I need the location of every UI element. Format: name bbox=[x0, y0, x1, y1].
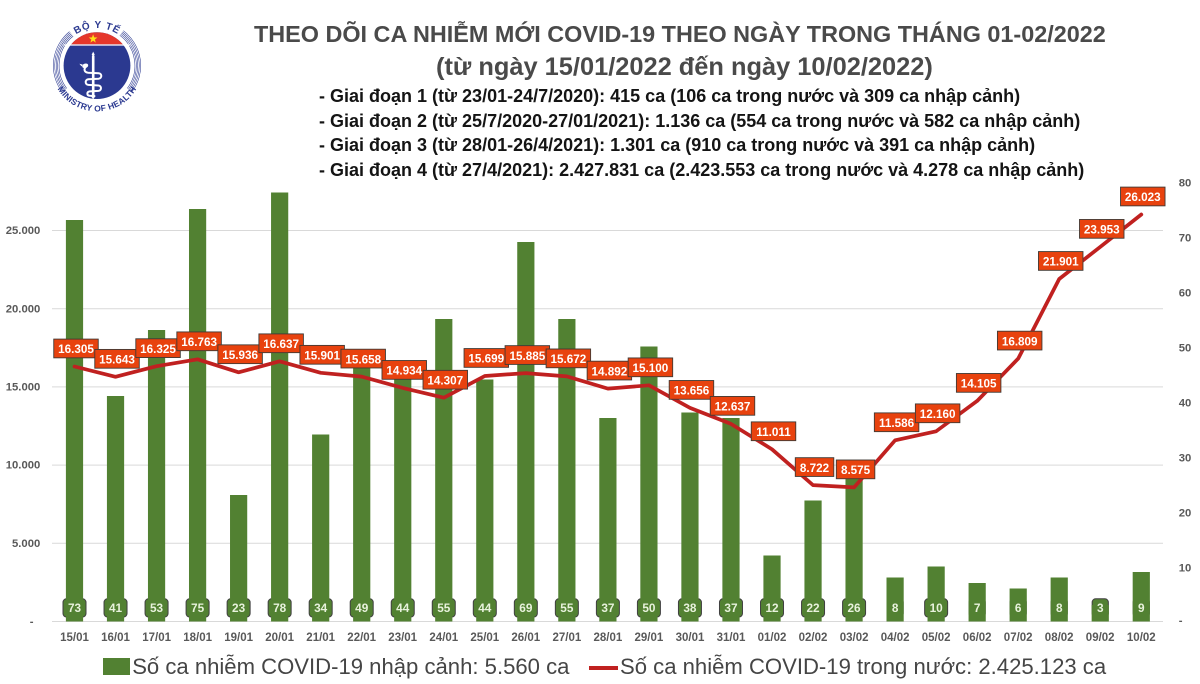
svg-text:20.000: 20.000 bbox=[6, 303, 41, 315]
svg-text:38: 38 bbox=[683, 601, 697, 615]
svg-text:17/01: 17/01 bbox=[142, 632, 171, 644]
svg-text:14.934: 14.934 bbox=[386, 365, 422, 378]
svg-text:8.575: 8.575 bbox=[841, 464, 871, 477]
svg-text:40: 40 bbox=[1179, 398, 1192, 410]
svg-text:24/01: 24/01 bbox=[429, 632, 458, 644]
svg-text:20/01: 20/01 bbox=[265, 632, 294, 644]
svg-text:15.672: 15.672 bbox=[550, 353, 586, 366]
svg-text:28/01: 28/01 bbox=[594, 632, 623, 644]
svg-text:06/02: 06/02 bbox=[963, 632, 992, 644]
svg-text:11.586: 11.586 bbox=[879, 417, 915, 430]
svg-text:13.656: 13.656 bbox=[674, 385, 710, 398]
svg-text:37: 37 bbox=[601, 601, 615, 615]
svg-text:16.305: 16.305 bbox=[58, 343, 94, 356]
svg-text:14.105: 14.105 bbox=[961, 378, 997, 391]
svg-text:18/01: 18/01 bbox=[183, 632, 212, 644]
svg-text:15.100: 15.100 bbox=[633, 362, 669, 375]
svg-text:16.637: 16.637 bbox=[263, 338, 299, 351]
svg-text:22: 22 bbox=[806, 601, 820, 615]
svg-text:50: 50 bbox=[642, 601, 656, 615]
svg-text:69: 69 bbox=[519, 601, 533, 615]
svg-text:44: 44 bbox=[396, 601, 410, 615]
svg-text:22/01: 22/01 bbox=[347, 632, 376, 644]
svg-text:16.763: 16.763 bbox=[181, 336, 217, 349]
svg-text:3: 3 bbox=[1097, 601, 1104, 615]
svg-text:09/02: 09/02 bbox=[1086, 632, 1115, 644]
svg-text:15.885: 15.885 bbox=[509, 350, 545, 363]
svg-text:25/01: 25/01 bbox=[470, 632, 499, 644]
svg-text:23.953: 23.953 bbox=[1084, 224, 1120, 237]
svg-text:03/02: 03/02 bbox=[840, 632, 869, 644]
svg-text:9: 9 bbox=[1138, 601, 1145, 615]
svg-text:12.160: 12.160 bbox=[920, 408, 956, 421]
svg-text:14.307: 14.307 bbox=[427, 374, 463, 387]
svg-text:10: 10 bbox=[930, 601, 944, 615]
svg-text:15.901: 15.901 bbox=[304, 350, 340, 363]
svg-text:44: 44 bbox=[478, 601, 492, 615]
svg-text:BỘ Y TẾ: BỘ Y TẾ bbox=[72, 19, 123, 37]
svg-text:14.892: 14.892 bbox=[592, 365, 628, 378]
svg-text:10.000: 10.000 bbox=[6, 460, 41, 472]
svg-text:02/02: 02/02 bbox=[799, 632, 828, 644]
svg-text:8: 8 bbox=[1056, 601, 1063, 615]
svg-text:07/02: 07/02 bbox=[1004, 632, 1033, 644]
svg-text:53: 53 bbox=[150, 601, 164, 615]
svg-text:8.722: 8.722 bbox=[800, 462, 830, 475]
svg-text:26/01: 26/01 bbox=[511, 632, 540, 644]
svg-text:55: 55 bbox=[437, 601, 451, 615]
svg-text:19/01: 19/01 bbox=[224, 632, 253, 644]
svg-text:15.643: 15.643 bbox=[99, 354, 135, 367]
svg-text:50: 50 bbox=[1179, 343, 1192, 355]
svg-text:15.000: 15.000 bbox=[6, 382, 41, 394]
svg-text:26: 26 bbox=[848, 601, 862, 615]
svg-text:23/01: 23/01 bbox=[388, 632, 417, 644]
svg-text:75: 75 bbox=[191, 601, 205, 615]
svg-text:70: 70 bbox=[1179, 233, 1192, 245]
svg-text:21.901: 21.901 bbox=[1043, 256, 1079, 269]
svg-text:27/01: 27/01 bbox=[553, 632, 582, 644]
svg-text:16/01: 16/01 bbox=[101, 632, 130, 644]
svg-text:26.023: 26.023 bbox=[1125, 191, 1161, 204]
svg-text:55: 55 bbox=[560, 601, 574, 615]
svg-text:15/01: 15/01 bbox=[60, 632, 89, 644]
svg-text:41: 41 bbox=[109, 601, 123, 615]
svg-text:01/02: 01/02 bbox=[758, 632, 787, 644]
svg-text:30: 30 bbox=[1179, 453, 1192, 465]
svg-text:05/02: 05/02 bbox=[922, 632, 951, 644]
svg-text:7: 7 bbox=[974, 601, 981, 615]
svg-text:34: 34 bbox=[314, 601, 328, 615]
svg-text:20: 20 bbox=[1179, 508, 1192, 520]
svg-text:23: 23 bbox=[232, 601, 246, 615]
svg-text:78: 78 bbox=[273, 601, 287, 615]
svg-text:10: 10 bbox=[1179, 563, 1192, 575]
svg-text:12.637: 12.637 bbox=[715, 401, 751, 414]
svg-text:37: 37 bbox=[724, 601, 738, 615]
svg-text:29/01: 29/01 bbox=[635, 632, 664, 644]
svg-text:25.000: 25.000 bbox=[6, 225, 41, 237]
svg-text:15.658: 15.658 bbox=[345, 353, 381, 366]
svg-text:8: 8 bbox=[892, 601, 899, 615]
svg-text:21/01: 21/01 bbox=[306, 632, 335, 644]
svg-text:11.011: 11.011 bbox=[756, 426, 791, 439]
svg-text:49: 49 bbox=[355, 601, 369, 615]
svg-text:-: - bbox=[30, 616, 34, 628]
svg-text:60: 60 bbox=[1179, 288, 1192, 300]
svg-text:16.809: 16.809 bbox=[1002, 335, 1038, 348]
svg-text:15.699: 15.699 bbox=[468, 353, 504, 366]
svg-text:73: 73 bbox=[68, 601, 82, 615]
svg-text:08/02: 08/02 bbox=[1045, 632, 1074, 644]
svg-text:5.000: 5.000 bbox=[12, 538, 40, 550]
svg-text:12: 12 bbox=[765, 601, 779, 615]
svg-text:30/01: 30/01 bbox=[676, 632, 705, 644]
svg-text:6: 6 bbox=[1015, 601, 1022, 615]
svg-text:31/01: 31/01 bbox=[717, 632, 746, 644]
svg-text:-: - bbox=[1179, 615, 1183, 627]
svg-text:10/02: 10/02 bbox=[1127, 632, 1156, 644]
svg-text:16.325: 16.325 bbox=[140, 343, 176, 356]
svg-text:80: 80 bbox=[1179, 178, 1192, 190]
svg-text:15.936: 15.936 bbox=[222, 349, 258, 362]
svg-text:04/02: 04/02 bbox=[881, 632, 910, 644]
